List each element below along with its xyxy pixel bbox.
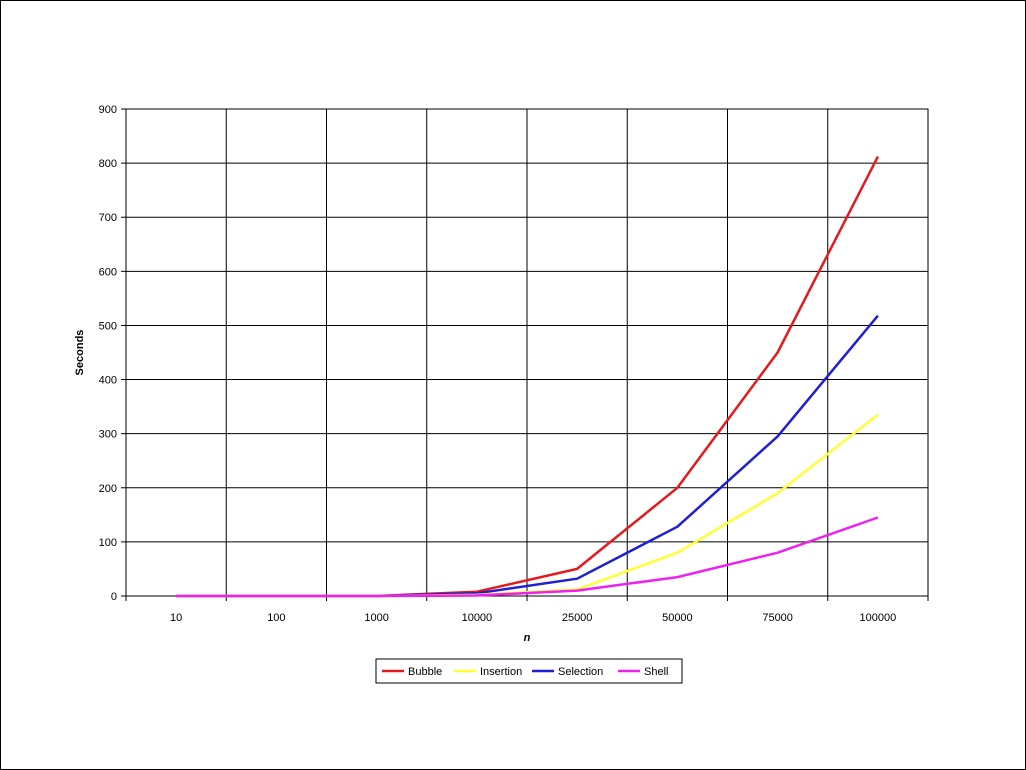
x-tick-label: 25000 (562, 612, 593, 624)
x-tick-label: 75000 (762, 612, 793, 624)
legend-label-shell: Shell (644, 666, 668, 678)
y-tick-label: 100 (99, 537, 117, 549)
x-tick-label: 1000 (364, 612, 388, 624)
x-tick-label: 100 (267, 612, 285, 624)
series-line-shell (176, 516, 879, 598)
x-axis-title: n (524, 632, 531, 644)
legend-label-selection: Selection (558, 666, 603, 678)
legend-label-bubble: Bubble (408, 666, 442, 678)
y-axis-title: Seconds (74, 330, 86, 376)
y-tick-label: 500 (99, 320, 117, 332)
y-tick-label: 200 (99, 483, 117, 495)
y-tick-label: 400 (99, 375, 117, 387)
x-tick-label: 50000 (662, 612, 693, 624)
y-tick-label: 700 (99, 212, 117, 224)
legend-label-insertion: Insertion (480, 666, 522, 678)
y-tick-label: 800 (99, 158, 117, 170)
y-tick-label: 0 (111, 591, 117, 603)
y-tick-label: 900 (99, 104, 117, 116)
x-tick-label: 10 (170, 612, 182, 624)
x-tick-label: 100000 (860, 612, 897, 624)
x-tick-label: 10000 (462, 612, 493, 624)
y-tick-label: 300 (99, 429, 117, 441)
y-tick-label: 600 (99, 266, 117, 278)
